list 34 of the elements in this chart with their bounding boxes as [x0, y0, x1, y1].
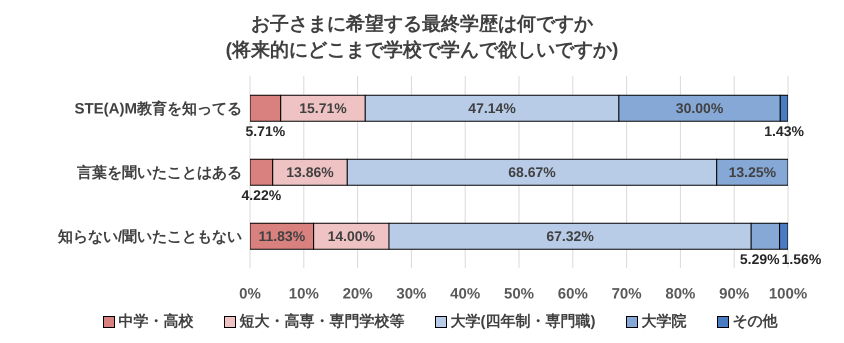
data-label: 47.14%	[468, 100, 516, 116]
data-label: 11.83%	[258, 228, 306, 244]
x-tick-label: 90%	[719, 286, 750, 303]
data-label: 15.71%	[299, 100, 348, 116]
x-tick-label: 30%	[396, 286, 426, 303]
legend-label: 短大・高専・専門学校等	[238, 312, 404, 331]
data-label: 30.00%	[676, 100, 724, 116]
legend-label: その他	[732, 312, 778, 331]
x-tick-label: 0%	[239, 286, 261, 303]
data-label: 1.43%	[764, 123, 804, 140]
y-tick-label: 知らない/聞いたこともない	[56, 228, 242, 246]
x-tick-label: 20%	[342, 286, 373, 303]
data-label: 5.71%	[246, 123, 286, 140]
data-label: 1.56%	[782, 251, 822, 268]
data-label: 13.25%	[728, 164, 777, 180]
y-tick-label: STE(A)M教育を知ってる	[74, 99, 242, 118]
data-label: 5.29%	[740, 251, 780, 268]
legend-label: 中学・高校	[118, 312, 194, 331]
x-tick-label: 60%	[558, 286, 588, 303]
x-tick-label: 80%	[665, 286, 696, 303]
legend-label: 大学院	[640, 312, 686, 331]
x-tick-label: 70%	[612, 286, 642, 303]
data-label: 67.32%	[546, 228, 594, 244]
data-label: 4.22%	[242, 187, 282, 204]
y-tick-label: 言葉を聞いたことはある	[76, 163, 242, 182]
data-label: 68.67%	[508, 164, 556, 180]
chart-title: お子さまに希望する最終学歴は何ですか (将来的にどこまで学校で学んで欲しいですか)	[224, 12, 620, 63]
legend-label: 大学(四年制・専門職)	[450, 312, 596, 331]
x-tick-label: 100%	[768, 286, 808, 303]
x-tick-label: 10%	[288, 286, 319, 303]
data-label: 14.00%	[328, 228, 376, 244]
data-label: 13.86%	[286, 164, 334, 180]
x-tick-label: 50%	[504, 286, 534, 303]
x-tick-label: 40%	[450, 286, 480, 303]
